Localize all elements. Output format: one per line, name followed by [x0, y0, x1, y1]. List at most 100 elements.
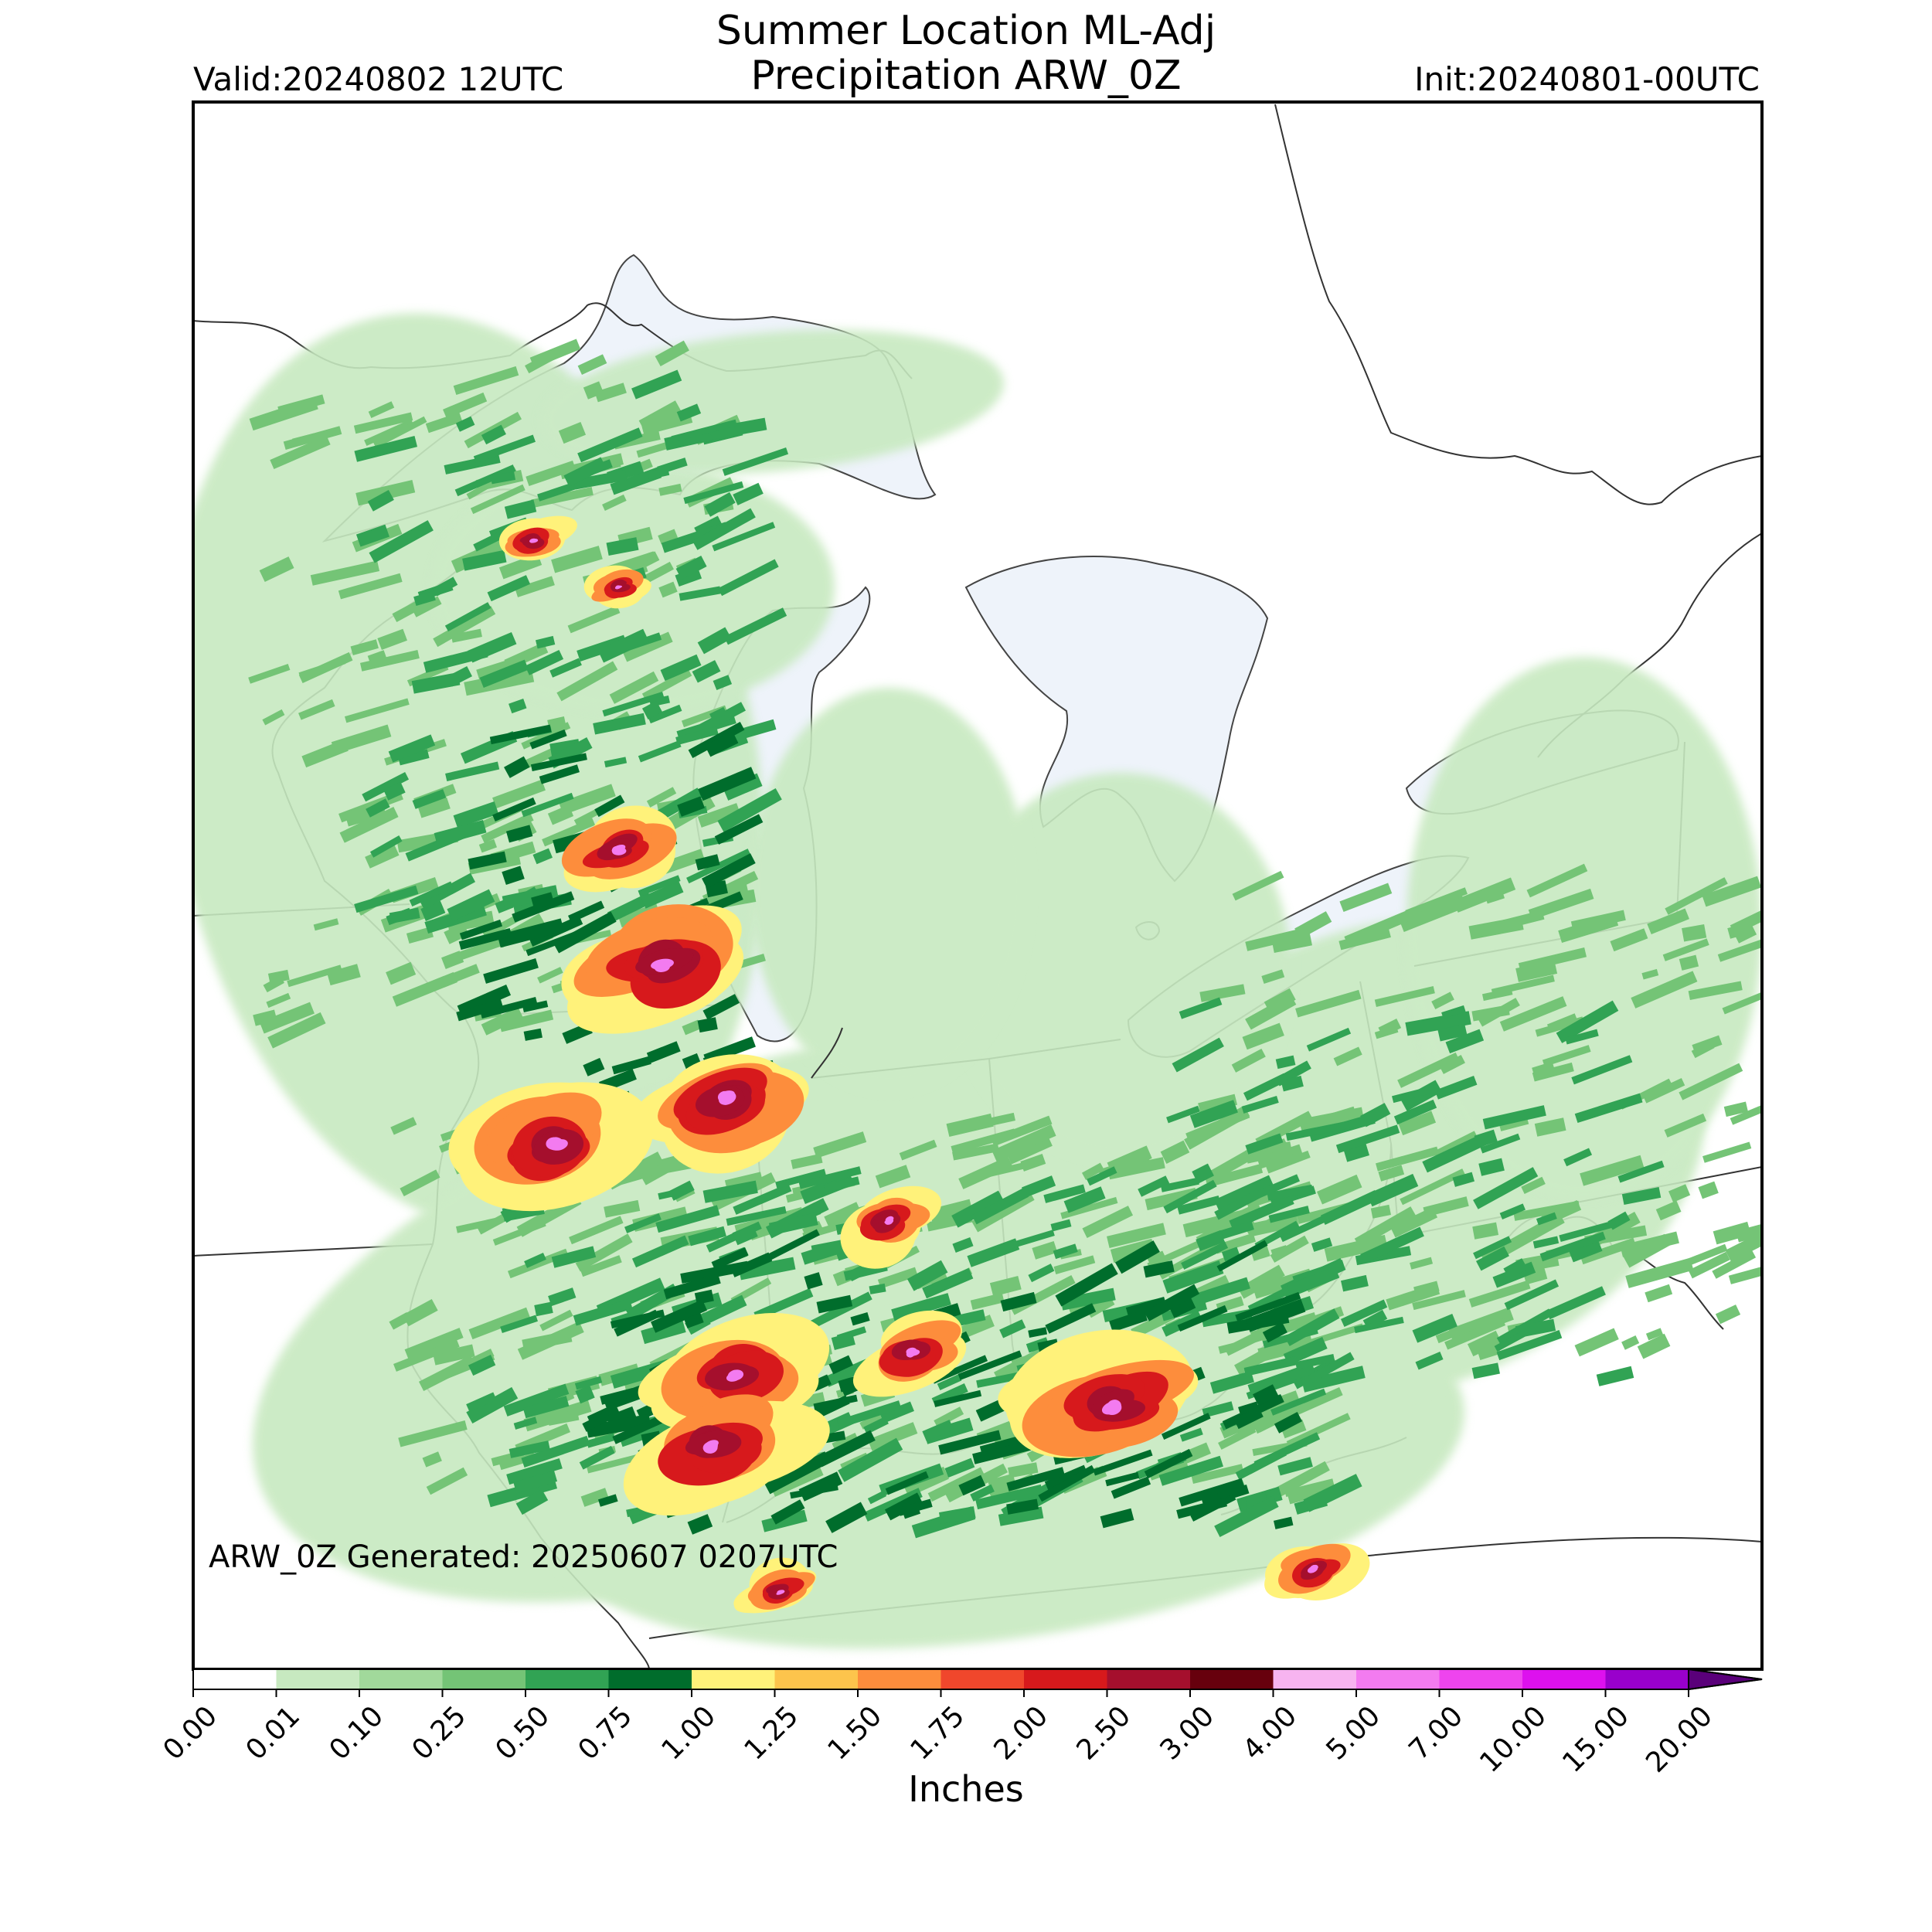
- precip-streak: [1270, 1388, 1327, 1416]
- precip-streak: [1392, 1084, 1439, 1104]
- precip-streak: [1559, 1219, 1617, 1243]
- precip-streak: [283, 426, 342, 451]
- precip-streak: [1107, 1157, 1165, 1180]
- precip-streak: [413, 590, 436, 606]
- precip-streak: [1431, 992, 1454, 1009]
- precip-streak: [390, 1117, 417, 1135]
- precip-streak: [1301, 1366, 1366, 1393]
- precip-streak: [761, 1229, 820, 1264]
- precip-streak: [658, 483, 682, 496]
- precip-streak: [362, 772, 410, 802]
- precip-streak: [992, 1230, 1055, 1254]
- precip-streak: [1275, 1461, 1330, 1497]
- precip-streak: [1569, 1240, 1603, 1263]
- precip-streak: [1481, 988, 1513, 1002]
- precip-streak: [1713, 1221, 1751, 1245]
- precip-streak: [263, 975, 284, 993]
- precip-streak: [458, 927, 512, 951]
- precip-streak: [548, 1287, 577, 1307]
- colorbar-swatch: [1273, 1669, 1357, 1689]
- precip-streak: [1290, 1386, 1343, 1417]
- precip-streak: [420, 900, 446, 922]
- precip-streak: [732, 1224, 758, 1246]
- precip-streak: [523, 1028, 543, 1041]
- precip-streak: [513, 1417, 538, 1430]
- precip-streak: [1435, 1319, 1481, 1344]
- precip-streak: [1008, 1462, 1039, 1478]
- precip-streak: [641, 880, 684, 909]
- precip-streak: [1295, 989, 1362, 1018]
- heavy-precip-core: [550, 1139, 568, 1151]
- precip-streak: [445, 761, 500, 781]
- precip-streak: [453, 366, 519, 396]
- precip-streak: [1480, 1133, 1521, 1154]
- precip-streak: [738, 1257, 796, 1281]
- precip-streak: [367, 650, 389, 669]
- precip-streak: [1698, 1181, 1719, 1199]
- precip-streak: [432, 1344, 475, 1366]
- precip-streak: [1475, 1246, 1509, 1271]
- precip-streak: [313, 918, 339, 931]
- precip-streak: [648, 704, 682, 724]
- precip-streak: [369, 520, 434, 563]
- precip-streak: [1496, 1329, 1563, 1361]
- precip-streak: [1378, 1165, 1405, 1182]
- precip-streak: [473, 434, 536, 464]
- precip-streak: [1558, 913, 1619, 944]
- precip-streak: [1712, 1250, 1757, 1279]
- precip-streak: [658, 581, 678, 598]
- precip-streak: [1232, 870, 1284, 901]
- precip-streak: [1055, 1263, 1118, 1307]
- precip-streak: [1256, 1174, 1300, 1199]
- colorbar-swatch: [442, 1669, 526, 1689]
- precip-streak: [434, 819, 487, 846]
- precip-streak: [506, 1458, 563, 1485]
- precip-streak: [1482, 1105, 1546, 1130]
- precip-streak: [400, 1169, 440, 1197]
- precip-streak: [1218, 1425, 1257, 1450]
- precip-streak: [1354, 1316, 1404, 1334]
- precip-streak: [702, 1180, 758, 1203]
- precip-streak: [466, 1392, 497, 1412]
- precipitation-field: [193, 313, 1762, 1649]
- precip-streak: [1477, 1344, 1502, 1360]
- colorbar-extend-arrow: [1688, 1668, 1763, 1691]
- precip-streak: [1311, 1237, 1333, 1252]
- precip-streak: [1273, 1516, 1294, 1529]
- precip-streak: [1563, 1148, 1593, 1167]
- precip-streak: [1270, 1245, 1288, 1257]
- precip-streak: [698, 767, 757, 801]
- precip-streak: [1688, 981, 1743, 1000]
- precip-streak: [970, 1292, 1005, 1311]
- precip-streak: [704, 731, 739, 757]
- precip-streak: [660, 654, 702, 682]
- precip-streak: [1306, 1027, 1352, 1052]
- precip-streak: [976, 1371, 1026, 1388]
- precip-streak: [1063, 1186, 1106, 1213]
- precip-streak: [726, 1206, 787, 1226]
- precip-streak: [531, 1388, 557, 1408]
- precip-streak: [1546, 1286, 1606, 1320]
- precip-streak: [692, 660, 721, 683]
- precip-streak: [957, 1350, 1022, 1380]
- precip-streak: [1254, 1413, 1277, 1433]
- precip-streak: [1521, 1176, 1546, 1195]
- precip-streak: [1679, 954, 1699, 971]
- precip-streak: [575, 1233, 633, 1272]
- precip-streak: [531, 892, 555, 910]
- precip-streak: [682, 1019, 702, 1036]
- precip-streak: [1219, 1220, 1254, 1240]
- precip-streak: [1161, 1413, 1211, 1440]
- precip-streak: [453, 801, 499, 828]
- precip-streak: [1692, 1035, 1723, 1055]
- precip-streak: [1503, 1258, 1528, 1280]
- precip-streak: [1441, 1005, 1466, 1019]
- precip-streak: [1082, 1206, 1134, 1238]
- precip-streak: [709, 706, 727, 721]
- precip-streak: [1160, 1177, 1199, 1192]
- precip-streak: [863, 1488, 923, 1522]
- precip-streak: [770, 1499, 805, 1525]
- precip-streak: [498, 1009, 554, 1032]
- precip-streak: [1060, 1196, 1118, 1219]
- precip-streak: [1187, 1277, 1250, 1308]
